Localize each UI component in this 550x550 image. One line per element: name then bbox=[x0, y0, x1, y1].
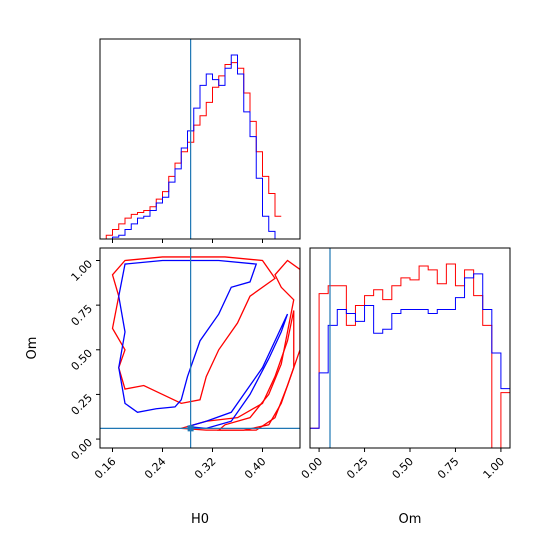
y-tick-label: 1.00 bbox=[69, 257, 96, 284]
y-tick-label: 0.75 bbox=[69, 302, 96, 329]
contour-frame bbox=[99, 247, 301, 449]
y-tick-label: 0.25 bbox=[69, 391, 96, 418]
x-tick-label: 0.24 bbox=[142, 455, 169, 482]
h0-histogram-panel bbox=[99, 38, 301, 243]
om-x-tick-label: 0.75 bbox=[435, 455, 462, 482]
h0-hist-series-0 bbox=[100, 62, 282, 239]
truth-marker bbox=[187, 425, 194, 432]
om-x-tick-label: 0.50 bbox=[390, 455, 417, 482]
om-hist-series-0 bbox=[310, 263, 510, 448]
y-tick-label: 0.50 bbox=[69, 347, 96, 374]
om-x-tick-label: 0.25 bbox=[344, 455, 371, 482]
x-tick-label: 0.32 bbox=[192, 455, 219, 482]
om-hist-series-1 bbox=[310, 273, 510, 429]
om-x-tick-label: 1.00 bbox=[481, 455, 508, 482]
h0-hist-series-1 bbox=[100, 54, 282, 239]
x-tick-label: 0.40 bbox=[242, 455, 269, 482]
om-histogram-panel: 0.00 0.25 0.50 0.75 1.00 Om bbox=[299, 247, 511, 527]
contour-0-1 bbox=[181, 310, 295, 431]
h0-hist-frame bbox=[99, 38, 301, 240]
contour-0-2 bbox=[216, 259, 300, 431]
om-x-tick-label: 0.00 bbox=[299, 455, 326, 482]
contour-1-1 bbox=[187, 313, 289, 430]
y-tick-label: 0.00 bbox=[69, 436, 96, 463]
om-x-axis-title: Om bbox=[399, 512, 422, 527]
contour-1-0 bbox=[118, 259, 258, 413]
x-tick-label: 0.16 bbox=[92, 455, 119, 482]
x-axis-title: H0 bbox=[191, 512, 209, 527]
y-axis-title: Om bbox=[25, 337, 40, 360]
h0-om-contour-panel: 0.16 0.24 0.32 0.40 0.00 0.25 0.50 0.75 1.00 H0 Om bbox=[25, 247, 301, 527]
